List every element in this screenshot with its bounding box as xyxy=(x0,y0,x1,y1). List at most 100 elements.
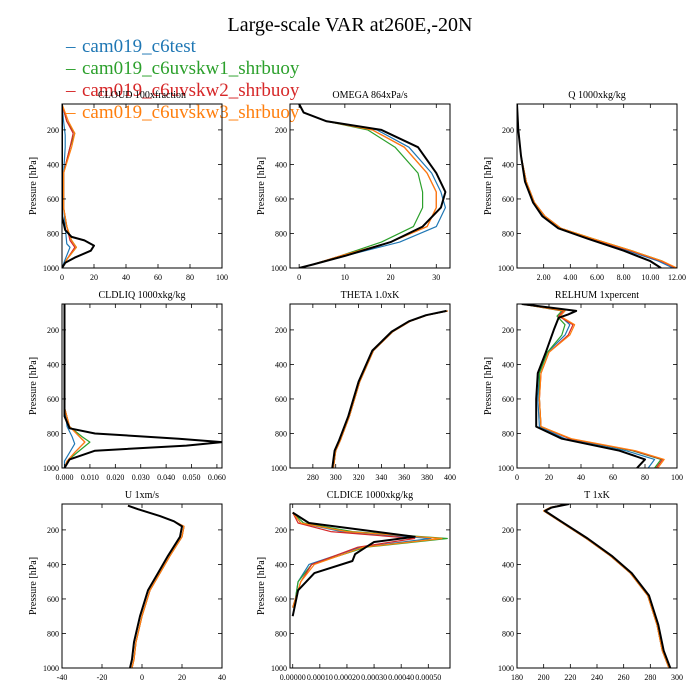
x-tick-label: 20 xyxy=(178,673,186,682)
x-tick-label: 0 xyxy=(140,673,144,682)
x-tick-label: -40 xyxy=(57,673,68,682)
legend-label: cam019_c6uvskw2_shrbuoy xyxy=(82,80,300,101)
y-tick-label: 200 xyxy=(502,126,514,135)
x-tick-label: 200 xyxy=(538,673,550,682)
panel-title: RELHUM 1xpercent xyxy=(555,290,639,301)
panel-title: CLOUD 100xfraction xyxy=(98,90,186,101)
legend-swatch: – xyxy=(66,58,76,79)
figure-title: Large-scale VAR at260E,-20N xyxy=(227,14,473,36)
x-tick-label: 240 xyxy=(591,673,603,682)
y-tick-label: 600 xyxy=(275,595,287,604)
legend-swatch: – xyxy=(66,36,76,57)
y-tick-label: 600 xyxy=(47,195,59,204)
x-tick-label: 40 xyxy=(122,273,130,282)
panel: RELHUM 1xpercent Pressure [hPa] 0 20 40 60 80 1… xyxy=(483,290,683,482)
x-tick-label: 0.00030 xyxy=(361,673,387,682)
x-tick-label: 380 xyxy=(421,473,433,482)
y-tick-label: 200 xyxy=(47,326,59,335)
legend-label: cam019_c6test xyxy=(82,36,196,57)
x-tick-label: 0.00000 xyxy=(280,673,306,682)
series-line xyxy=(544,504,672,668)
series-line xyxy=(521,304,665,468)
x-tick-label: 280 xyxy=(644,673,656,682)
x-tick-label: 400 xyxy=(444,473,456,482)
x-tick-label: 10 xyxy=(341,273,349,282)
series-group xyxy=(331,309,448,468)
panel-title: THETA 1.0xK xyxy=(341,290,400,301)
series-line xyxy=(62,104,78,268)
legend-label: cam019_c6uvskw1_shrbuoy xyxy=(82,58,300,79)
plot-frame xyxy=(61,503,223,669)
y-tick-label: 400 xyxy=(502,560,514,569)
series-line xyxy=(63,304,222,468)
x-tick-label: 260 xyxy=(618,673,630,682)
series-line xyxy=(291,511,416,617)
x-tick-label: 0 xyxy=(297,273,301,282)
panel-title: Q 1000xkg/kg xyxy=(568,90,626,101)
x-tick-label: 340 xyxy=(375,473,387,482)
series-line xyxy=(62,104,95,268)
series-line xyxy=(292,512,443,608)
x-tick-label: 30 xyxy=(432,273,440,282)
y-tick-label: 800 xyxy=(275,629,287,638)
x-tick-label: 360 xyxy=(398,473,410,482)
plot-frame xyxy=(289,103,451,269)
series-line xyxy=(543,504,670,668)
panel-title: T 1xK xyxy=(584,490,610,501)
x-tick-label: 8.00 xyxy=(617,273,631,282)
y-tick-label: 400 xyxy=(275,560,287,569)
x-tick-label: -20 xyxy=(97,673,108,682)
y-tick-label: 200 xyxy=(47,526,59,535)
plot-frame xyxy=(61,103,223,269)
y-tick-label: 1000 xyxy=(498,264,514,273)
x-tick-label: 2.00 xyxy=(537,273,551,282)
y-tick-label: 400 xyxy=(47,560,59,569)
x-tick-label: 40 xyxy=(218,673,226,682)
series-group xyxy=(63,304,222,468)
y-tick-label: 600 xyxy=(47,595,59,604)
y-tick-label: 400 xyxy=(47,360,59,369)
plot-frame xyxy=(516,503,678,669)
panel-title: CLDLIQ 1000xkg/kg xyxy=(99,290,186,301)
y-tick-label: 400 xyxy=(502,360,514,369)
x-tick-label: 80 xyxy=(641,473,649,482)
x-tick-label: 0.040 xyxy=(157,473,175,482)
x-tick-label: 0.020 xyxy=(106,473,124,482)
x-tick-label: 40 xyxy=(577,473,585,482)
y-axis-label: Pressure [hPa] xyxy=(483,157,494,215)
y-tick-label: 600 xyxy=(47,395,59,404)
x-tick-label: 0.00010 xyxy=(307,673,333,682)
panel: Q 1000xkg/kg Pressure [hPa] 2.00 4.00 6.00 8.… xyxy=(483,90,686,282)
y-tick-label: 800 xyxy=(502,629,514,638)
x-tick-label: 0.00020 xyxy=(334,673,360,682)
series-line xyxy=(63,304,76,468)
y-tick-label: 1000 xyxy=(43,664,59,673)
y-tick-label: 600 xyxy=(502,395,514,404)
y-tick-label: 800 xyxy=(47,429,59,438)
series-line xyxy=(521,304,664,468)
y-tick-label: 1000 xyxy=(271,464,287,473)
panel-title: OMEGA 864xPa/s xyxy=(332,90,407,101)
y-tick-label: 600 xyxy=(502,595,514,604)
series-group xyxy=(517,104,677,268)
y-tick-label: 1000 xyxy=(43,464,59,473)
panel: OMEGA 864xPa/s Pressure [hPa] 0 10 20 30 200 40… xyxy=(256,90,451,282)
series-line xyxy=(521,304,646,468)
panel: U 1xm/s Pressure [hPa] -40 -20 0 20 40 200 400 60… xyxy=(28,490,226,682)
legend-entry: – cam019_c6uvskw3_shrbuoy xyxy=(66,103,299,123)
x-tick-label: 0.00050 xyxy=(415,673,441,682)
y-tick-label: 400 xyxy=(502,160,514,169)
legend-entry: – cam019_c6uvskw2_shrbuoy xyxy=(66,81,299,101)
panel-title: CLDICE 1000xkg/kg xyxy=(327,490,413,501)
panel: THETA 1.0xK 280 300 320 340 360 380 400 200 400 60… xyxy=(271,290,456,482)
x-tick-label: 80 xyxy=(186,273,194,282)
series-line xyxy=(331,309,447,468)
series-group xyxy=(298,104,447,268)
y-tick-label: 400 xyxy=(275,160,287,169)
y-tick-label: 800 xyxy=(502,229,514,238)
series-line xyxy=(517,104,674,268)
panel: CLDLIQ 1000xkg/kg Pressure [hPa] 0.000 0.01… xyxy=(28,290,226,482)
y-tick-label: 800 xyxy=(275,429,287,438)
y-axis-label: Pressure [hPa] xyxy=(256,157,267,215)
x-tick-label: 100 xyxy=(671,473,683,482)
